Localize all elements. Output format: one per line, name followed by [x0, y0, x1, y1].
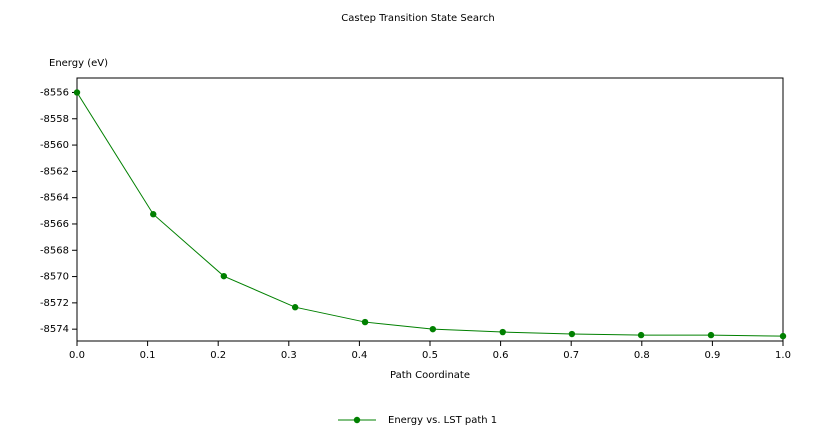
legend-label: Energy vs. LST path 1	[388, 415, 497, 426]
point	[361, 318, 369, 326]
point	[429, 325, 437, 333]
point	[291, 304, 299, 311]
y-tick-label: -8570	[40, 272, 69, 283]
x-tick-label: 0.9	[704, 350, 720, 361]
x-tick-label: 0.1	[140, 350, 156, 361]
y-tick-label: -8564	[40, 193, 69, 204]
legend-marker	[353, 416, 361, 424]
y-tick-label: -8560	[40, 140, 69, 151]
x-axis-label: Path Coordinate	[390, 370, 470, 381]
point	[779, 332, 787, 340]
y-tick-label: -8558	[40, 114, 69, 125]
y-tick-label: -8556	[40, 87, 69, 98]
y-tick-label: -8568	[40, 245, 69, 256]
y-tick-label: -8574	[40, 324, 69, 335]
x-tick-label: 0.5	[422, 350, 438, 361]
x-tick-label: 1.0	[775, 350, 791, 361]
x-tick-label: 0.2	[210, 350, 226, 361]
y-tick-label: -8562	[40, 166, 69, 177]
y-tick-label: -8572	[40, 298, 69, 309]
y-axis-label: Energy (eV)	[49, 58, 108, 69]
point	[499, 328, 506, 336]
x-tick-label: 0.4	[351, 350, 367, 361]
point	[220, 272, 228, 280]
point	[707, 331, 715, 339]
x-tick-label: 0.8	[634, 350, 650, 361]
point	[73, 89, 81, 96]
chart-title: Castep Transition State Search	[341, 13, 494, 24]
x-tick-label: 0.7	[563, 350, 579, 361]
x-tick-label: 0.6	[493, 350, 509, 361]
y-tick-label: -8566	[40, 219, 69, 230]
x-tick-label: 0.3	[281, 350, 297, 361]
x-tick-label: 0.0	[69, 350, 85, 361]
point	[637, 331, 645, 339]
point	[568, 330, 576, 338]
point	[150, 211, 157, 218]
